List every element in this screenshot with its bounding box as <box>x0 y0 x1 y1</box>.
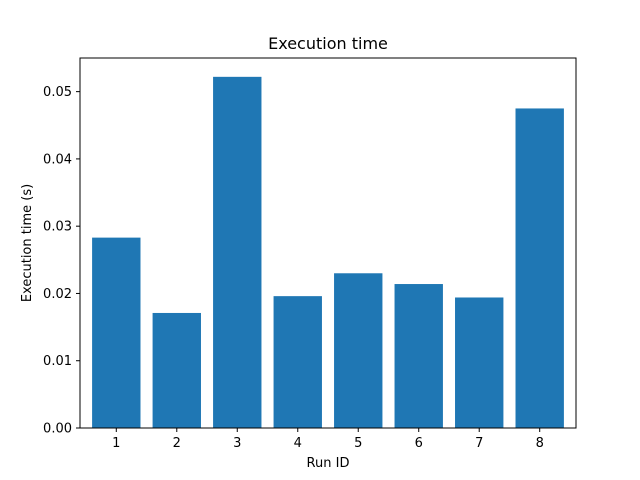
x-tick-label: 5 <box>354 436 362 451</box>
bar-run-4 <box>273 296 322 428</box>
bar-run-5 <box>334 273 383 428</box>
bar-run-6 <box>394 284 443 428</box>
y-tick-label: 0.00 <box>43 422 72 437</box>
x-tick-label: 6 <box>415 436 423 451</box>
bar-run-7 <box>455 297 504 428</box>
bar-run-2 <box>152 312 201 428</box>
plot-frame <box>79 57 577 429</box>
y-tick-label: 0.02 <box>43 287 72 302</box>
x-axis-ticks: 1 2 3 4 5 6 7 8 <box>112 428 544 451</box>
y-tick-label: 0.03 <box>43 220 72 235</box>
y-tick-label: 0.01 <box>43 354 72 369</box>
y-axis-ticks: 0.00 0.01 0.02 0.03 0.04 0.05 <box>43 85 80 437</box>
y-tick-label: 0.04 <box>43 152 72 167</box>
x-tick-label: 4 <box>294 436 302 451</box>
x-tick-label: 2 <box>173 436 181 451</box>
x-tick-label: 7 <box>475 436 483 451</box>
bar-run-1 <box>92 237 141 428</box>
x-axis-label: Run ID <box>307 456 350 471</box>
bar-run-3 <box>213 76 262 428</box>
bars-group <box>92 76 564 429</box>
y-axis-label: Execution time (s) <box>20 184 35 302</box>
y-tick-label: 0.05 <box>43 85 72 100</box>
chart-title: Execution time <box>268 34 388 53</box>
x-tick-label: 1 <box>112 436 120 451</box>
x-tick-label: 3 <box>233 436 241 451</box>
x-tick-label: 8 <box>536 436 544 451</box>
bar-run-8 <box>515 108 564 429</box>
